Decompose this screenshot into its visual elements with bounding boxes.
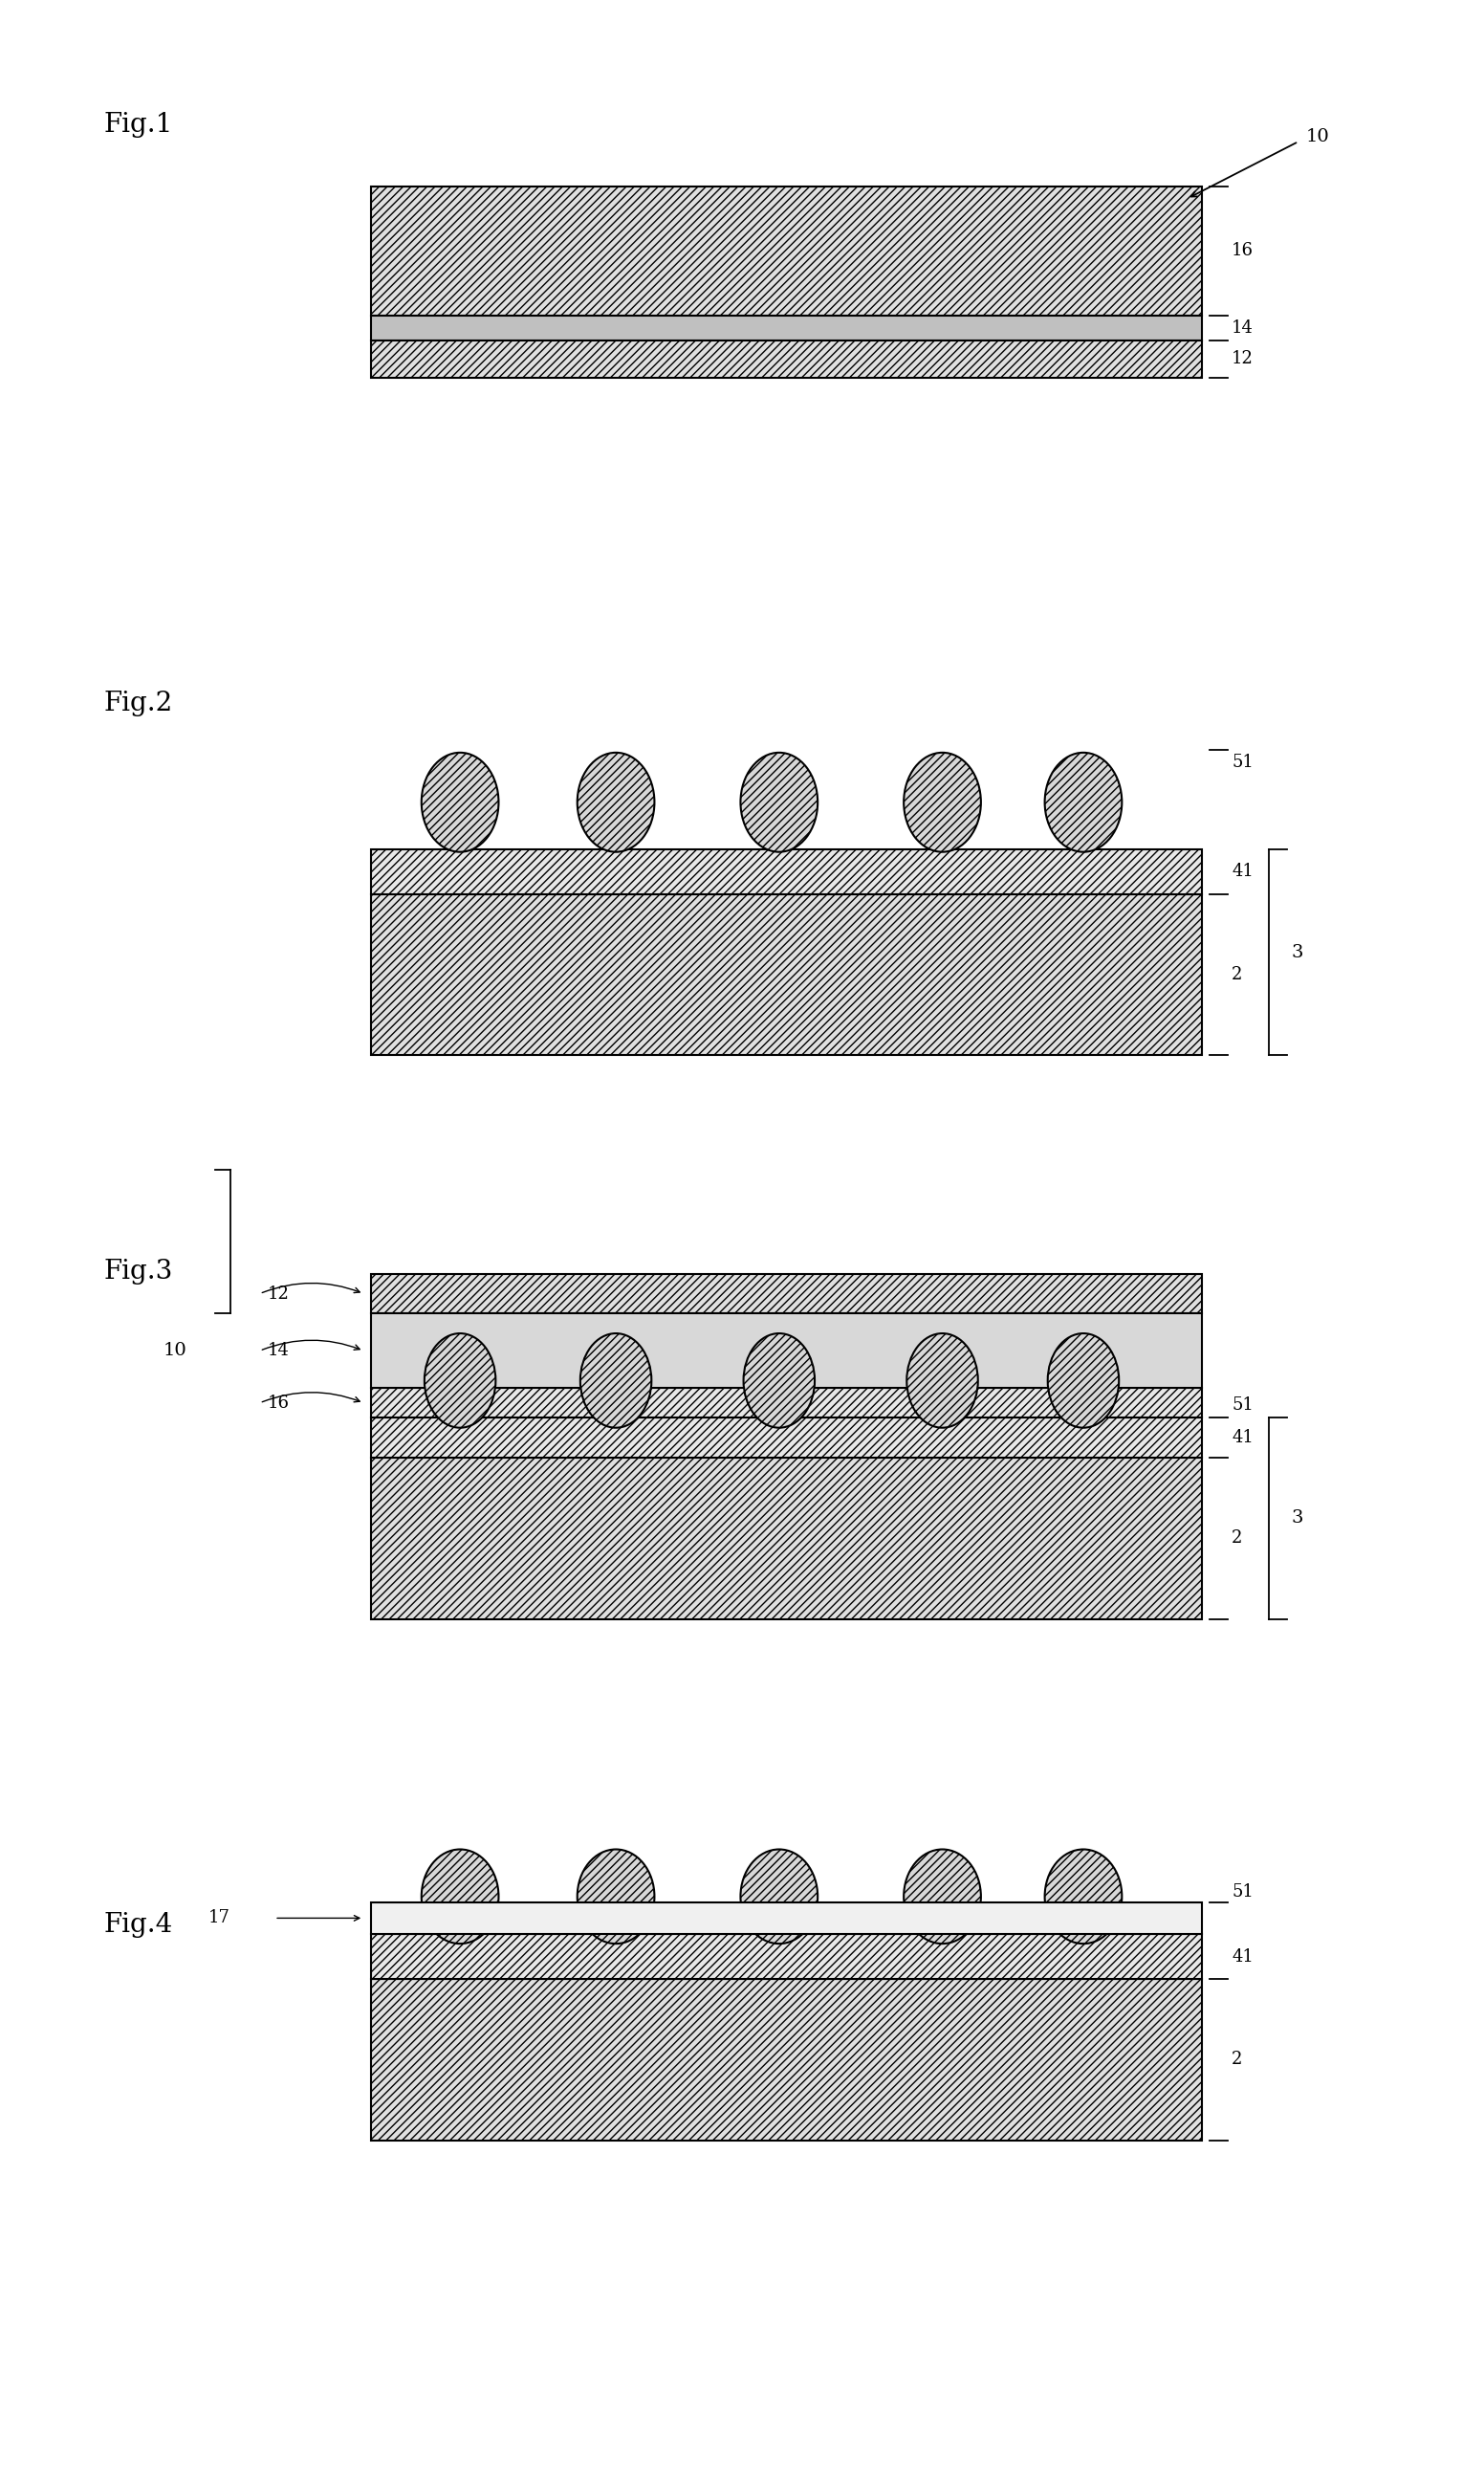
Text: 14: 14 (1232, 320, 1254, 335)
Ellipse shape (741, 752, 818, 852)
Ellipse shape (424, 1333, 496, 1428)
Text: 3: 3 (1291, 944, 1303, 961)
Text: 41: 41 (1232, 1430, 1254, 1445)
Text: 16: 16 (1232, 243, 1254, 258)
Ellipse shape (580, 1333, 651, 1428)
Bar (371, 340, 1202, 377)
Text: Fig.3: Fig.3 (104, 1259, 174, 1284)
Bar (371, 1274, 1202, 1314)
Text: 2: 2 (1232, 1530, 1242, 1547)
Text: 41: 41 (1232, 864, 1254, 879)
Ellipse shape (421, 1850, 499, 1944)
Ellipse shape (1045, 1850, 1122, 1944)
Bar (371, 186, 1202, 315)
Bar (371, 849, 1202, 894)
Text: 17: 17 (208, 1909, 230, 1927)
Ellipse shape (1045, 752, 1122, 852)
Ellipse shape (1048, 1333, 1119, 1428)
Text: 16: 16 (267, 1395, 289, 1410)
Ellipse shape (904, 1850, 981, 1944)
Bar (371, 1418, 1202, 1458)
Bar (371, 1934, 1202, 1979)
Text: 2: 2 (1232, 2051, 1242, 2068)
Text: Fig.4: Fig.4 (104, 1912, 174, 1937)
Ellipse shape (741, 1850, 818, 1944)
Ellipse shape (421, 752, 499, 852)
Bar (371, 1979, 1202, 2140)
Text: 51: 51 (1232, 755, 1254, 772)
Ellipse shape (907, 1333, 978, 1428)
Bar (371, 1902, 1202, 1934)
Ellipse shape (743, 1333, 815, 1428)
Bar (371, 1388, 1202, 1418)
Ellipse shape (577, 752, 654, 852)
Text: 10: 10 (1306, 129, 1330, 144)
Text: 2: 2 (1232, 966, 1242, 983)
Text: 10: 10 (163, 1343, 187, 1358)
Bar (371, 1458, 1202, 1619)
Text: 12: 12 (1232, 350, 1254, 367)
Text: 12: 12 (267, 1286, 289, 1301)
Text: 41: 41 (1232, 1949, 1254, 1964)
Text: Fig.2: Fig.2 (104, 690, 174, 715)
Bar (371, 894, 1202, 1055)
Bar (371, 315, 1202, 340)
Text: 3: 3 (1291, 1510, 1303, 1527)
Bar (371, 1314, 1202, 1388)
Text: 14: 14 (267, 1343, 289, 1358)
Ellipse shape (577, 1850, 654, 1944)
Text: Fig.1: Fig.1 (104, 112, 174, 137)
Ellipse shape (904, 752, 981, 852)
Text: 51: 51 (1232, 1398, 1254, 1413)
Text: 51: 51 (1232, 1885, 1254, 1899)
